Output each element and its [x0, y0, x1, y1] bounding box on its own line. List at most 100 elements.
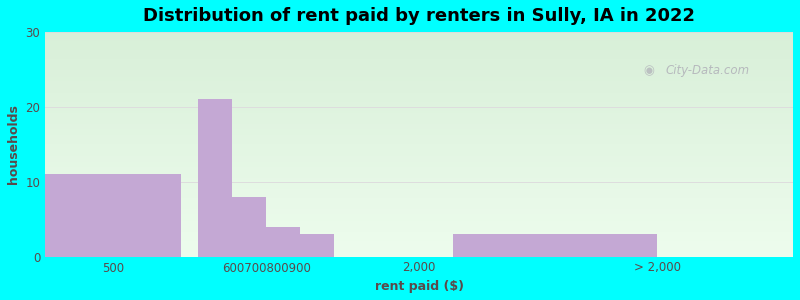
Bar [46, 254, 793, 256]
Bar [46, 64, 793, 66]
Bar [46, 129, 793, 131]
Bar [46, 185, 793, 187]
Bar [46, 126, 793, 129]
Bar [46, 37, 793, 39]
Bar [46, 102, 793, 104]
Bar [46, 77, 793, 79]
Bar [46, 174, 182, 256]
Bar [46, 232, 793, 234]
Bar [46, 214, 793, 216]
Bar [46, 95, 793, 97]
Bar [46, 147, 793, 149]
Bar [46, 48, 793, 50]
Bar [46, 111, 793, 113]
Bar [46, 73, 793, 75]
Bar [46, 243, 793, 245]
Bar [46, 187, 793, 189]
Bar [46, 66, 793, 68]
Bar [46, 108, 793, 111]
Bar [46, 153, 793, 156]
Bar [46, 218, 793, 221]
Bar [46, 241, 793, 243]
Bar [46, 142, 793, 144]
Bar [46, 162, 793, 165]
Bar [453, 234, 657, 256]
Bar [46, 131, 793, 133]
Text: ◉: ◉ [643, 64, 654, 77]
Bar [46, 230, 793, 232]
Bar [46, 140, 793, 142]
Bar [46, 198, 793, 200]
Bar [198, 99, 232, 256]
Bar [46, 117, 793, 120]
Bar [46, 236, 793, 239]
Bar [266, 227, 300, 256]
Bar [46, 156, 793, 158]
Y-axis label: households: households [7, 104, 20, 184]
Bar [46, 234, 793, 236]
Bar [46, 88, 793, 90]
Bar [46, 252, 793, 254]
Bar [46, 158, 793, 160]
Bar [46, 196, 793, 198]
Bar [46, 41, 793, 43]
Bar [46, 135, 793, 138]
Bar [46, 68, 793, 70]
Bar [46, 176, 793, 178]
Bar [46, 223, 793, 225]
Bar [46, 93, 793, 95]
Bar [46, 32, 793, 34]
Bar [46, 124, 793, 126]
Bar [46, 113, 793, 115]
Bar [46, 250, 793, 252]
Bar [46, 194, 793, 196]
Bar [46, 169, 793, 171]
Bar [46, 221, 793, 223]
Bar [46, 167, 793, 169]
Bar [46, 122, 793, 124]
Bar [46, 120, 793, 122]
Bar [46, 52, 793, 55]
Bar [46, 245, 793, 248]
Bar [46, 173, 793, 176]
Bar [46, 138, 793, 140]
Bar [46, 205, 793, 207]
Bar [232, 197, 266, 256]
Bar [46, 203, 793, 205]
Bar [46, 115, 793, 117]
Bar [46, 34, 793, 37]
Bar [46, 180, 793, 182]
Bar [46, 50, 793, 52]
Bar [46, 84, 793, 86]
Bar [46, 209, 793, 212]
Bar [46, 97, 793, 99]
Bar [46, 39, 793, 41]
Bar [46, 46, 793, 48]
Bar [46, 43, 793, 46]
Bar [46, 59, 793, 61]
Bar [46, 225, 793, 227]
Bar [46, 171, 793, 173]
Bar [46, 144, 793, 147]
Title: Distribution of rent paid by renters in Sully, IA in 2022: Distribution of rent paid by renters in … [143, 7, 695, 25]
Bar [46, 207, 793, 209]
Bar [46, 86, 793, 88]
Bar [46, 239, 793, 241]
Bar [46, 57, 793, 59]
Bar [46, 151, 793, 153]
Bar [300, 234, 334, 256]
Bar [46, 104, 793, 106]
Text: City-Data.com: City-Data.com [666, 64, 750, 77]
Bar [46, 227, 793, 230]
Bar [46, 90, 793, 93]
Bar [46, 149, 793, 151]
Bar [46, 75, 793, 77]
Bar [46, 189, 793, 191]
Bar [46, 248, 793, 250]
Bar [46, 216, 793, 218]
Bar [46, 79, 793, 82]
Bar [46, 55, 793, 57]
Bar [46, 70, 793, 73]
Bar [46, 106, 793, 108]
Bar [46, 182, 793, 185]
